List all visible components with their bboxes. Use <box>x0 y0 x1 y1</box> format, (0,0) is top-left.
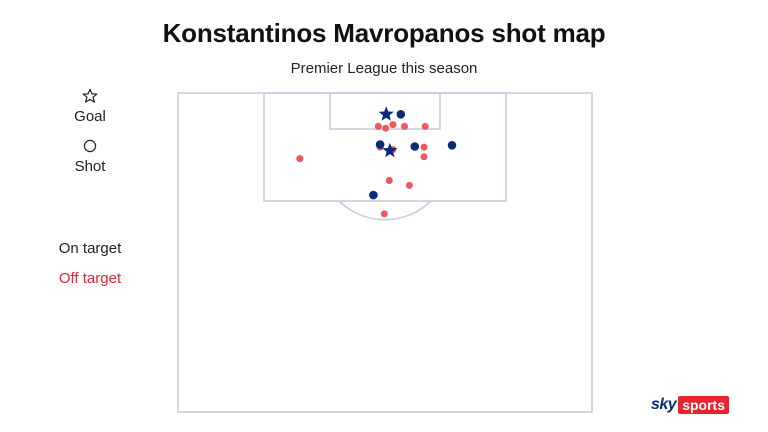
off-target-shot-mark <box>405 181 413 189</box>
logo-sky-text: sky <box>651 396 677 413</box>
chart-subtitle: Premier League this season <box>290 60 478 77</box>
circle-icon <box>40 138 140 158</box>
legend-on-target: On target <box>58 240 122 257</box>
off-target-shot-mark <box>385 177 393 184</box>
star-icon <box>40 88 140 108</box>
goal-mark <box>378 106 394 121</box>
logo-sports-text: sports <box>678 396 729 414</box>
off-target-shot-mark <box>420 153 428 161</box>
on-target-shot-mark <box>375 140 385 149</box>
off-target-shot-mark <box>296 155 304 163</box>
legend-off-target: Off target <box>58 270 122 287</box>
off-target-shot-mark <box>420 143 428 151</box>
off-target-shot-mark <box>374 122 382 130</box>
off-target-shot-mark <box>382 124 390 132</box>
on-target-shot-mark <box>369 190 378 200</box>
off-target-shot-mark <box>380 210 388 218</box>
legend-goal: Goal <box>40 88 140 125</box>
pitch-markings <box>177 92 593 413</box>
chart-title: Konstantinos Mavropanos shot map <box>162 18 606 48</box>
on-target-shot-mark <box>410 142 420 151</box>
sky-sports-logo: sky sports <box>651 396 729 414</box>
on-target-shot-mark <box>396 110 406 119</box>
legend-shot-label: Shot <box>74 158 106 175</box>
legend-shot: Shot <box>40 138 140 175</box>
off-target-shot-mark <box>401 122 408 130</box>
off-target-shot-mark <box>421 122 429 130</box>
on-target-shot-mark <box>447 141 457 150</box>
shot-marks <box>296 106 457 218</box>
goal-mark <box>382 142 398 158</box>
off-target-shot-mark <box>389 121 397 129</box>
legend-goal-label: Goal <box>74 108 106 125</box>
half-pitch-outline <box>177 92 593 413</box>
penalty-area <box>263 92 507 202</box>
penalty-arc <box>338 200 432 221</box>
